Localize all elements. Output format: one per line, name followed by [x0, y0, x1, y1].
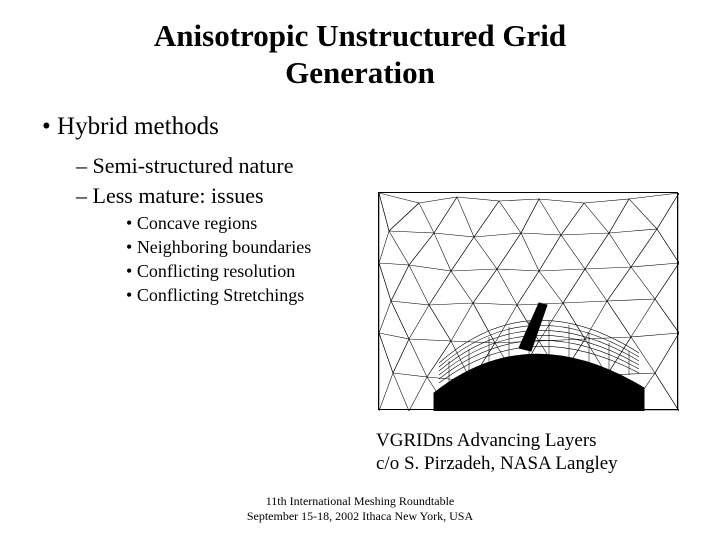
- bullet-text: Semi-structured nature: [93, 153, 294, 178]
- body-silhouette: [434, 354, 644, 411]
- mesh-figure: [378, 192, 678, 410]
- bullet-text: Conflicting resolution: [137, 261, 295, 281]
- bullet-text: Conflicting Stretchings: [137, 285, 304, 305]
- caption-line: c/o S. Pirzadeh, NASA Langley: [376, 453, 678, 476]
- slide: Anisotropic Unstructured Grid Generation…: [0, 0, 720, 540]
- slide-footer: 11th International Meshing Roundtable Se…: [0, 494, 720, 524]
- footer-line: 11th International Meshing Roundtable: [0, 494, 720, 509]
- bullet-text: Hybrid methods: [57, 113, 219, 140]
- bullet-level2: Semi-structured nature: [76, 151, 684, 181]
- footer-line: September 15-18, 2002 Ithaca New York, U…: [0, 509, 720, 524]
- caption-line: VGRIDns Advancing Layers: [376, 430, 678, 453]
- slide-title: Anisotropic Unstructured Grid Generation: [36, 18, 684, 91]
- bullet-text: Less mature: issues: [93, 183, 264, 208]
- bullet-text: Neighboring boundaries: [137, 237, 311, 257]
- mesh-svg: [379, 193, 679, 411]
- bullet-text: Concave regions: [137, 213, 257, 233]
- bullet-level1: Hybrid methods: [42, 113, 684, 141]
- figure-caption: VGRIDns Advancing Layers c/o S. Pirzadeh…: [376, 430, 678, 476]
